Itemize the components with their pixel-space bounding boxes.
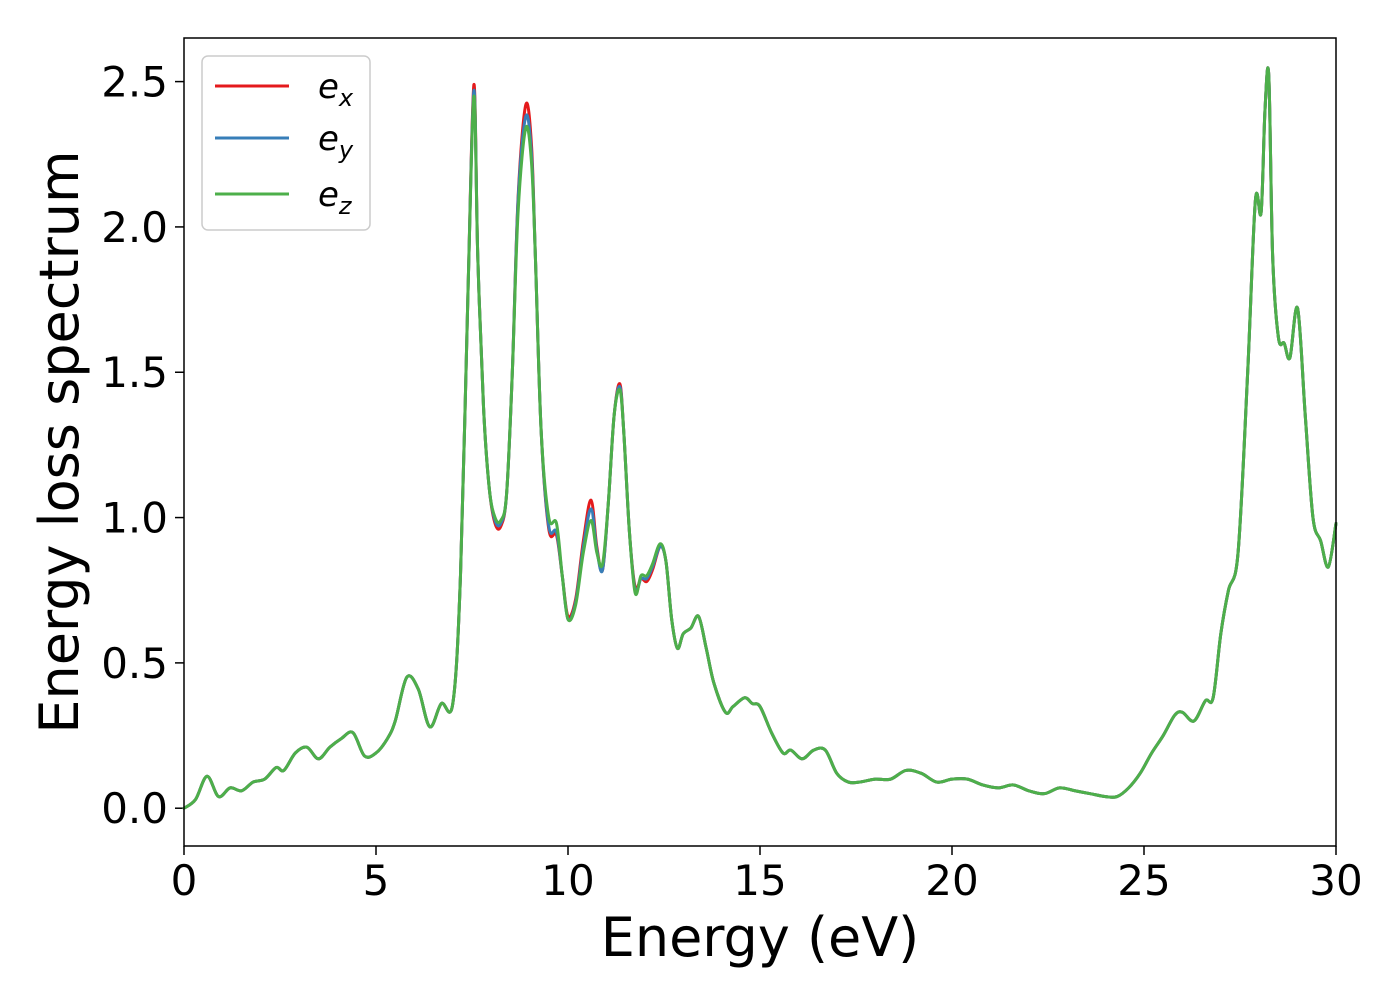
x-axis-title: Energy (eV)	[601, 906, 920, 969]
x-tick-label: 0	[171, 856, 198, 905]
legend-box	[201, 55, 371, 231]
y-tick-label: 2.5	[101, 58, 168, 107]
y-tick-label: 0.0	[101, 784, 168, 833]
legend: ex ey ez	[201, 55, 371, 231]
series-line-ez	[182, 66, 1338, 810]
y-tick-label: 1.0	[101, 494, 168, 543]
plot-frame	[183, 37, 1337, 847]
legend-label-ex: ex	[318, 67, 354, 112]
x-tick-label: 25	[1117, 856, 1170, 905]
x-tick-label: 30	[1309, 856, 1362, 905]
legend-label-ey: ey	[318, 119, 354, 164]
y-tick-label: 0.5	[101, 639, 168, 688]
x-tick-label: 5	[363, 856, 390, 905]
y-axis-title: Energy loss spectrum	[28, 150, 91, 733]
x-tick-label: 15	[733, 856, 786, 905]
x-tick-label: 20	[925, 856, 978, 905]
y-tick-label: 2.0	[101, 203, 168, 252]
legend-label-ez: ez	[318, 175, 353, 220]
x-tick-label: 10	[541, 856, 594, 905]
y-ticks: 0.0 0.5 1.0 1.5 2.0 2.5	[101, 58, 184, 833]
x-ticks: 0 5 10 15 20 25 30	[171, 846, 1363, 905]
y-tick-label: 1.5	[101, 348, 168, 397]
plot-lines	[182, 66, 1338, 810]
